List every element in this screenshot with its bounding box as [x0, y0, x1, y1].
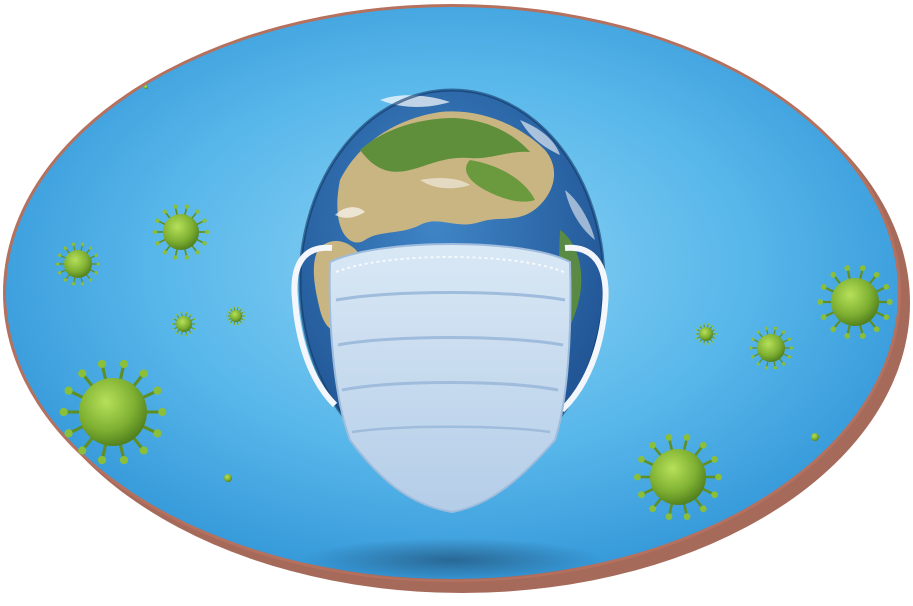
virus-icon: [634, 434, 722, 520]
virus-icon: [694, 323, 718, 345]
virus-icon: [226, 306, 246, 326]
virus-icon: [811, 433, 819, 441]
mask-ear-loop-right: [559, 244, 609, 413]
virus-icon: [817, 265, 893, 339]
virus-icon: [56, 242, 100, 286]
virus-icon: [144, 85, 148, 89]
virus-icon: [152, 204, 210, 260]
virus-icon: [224, 474, 232, 482]
virus-icon: [171, 311, 197, 337]
mask-ear-loop-left: [291, 244, 338, 408]
drop-shadow: [302, 538, 602, 580]
virus-icon: [59, 359, 167, 465]
surgical-mask: [328, 243, 572, 514]
virus-particles: [56, 85, 893, 520]
virus-icon: [749, 326, 793, 370]
